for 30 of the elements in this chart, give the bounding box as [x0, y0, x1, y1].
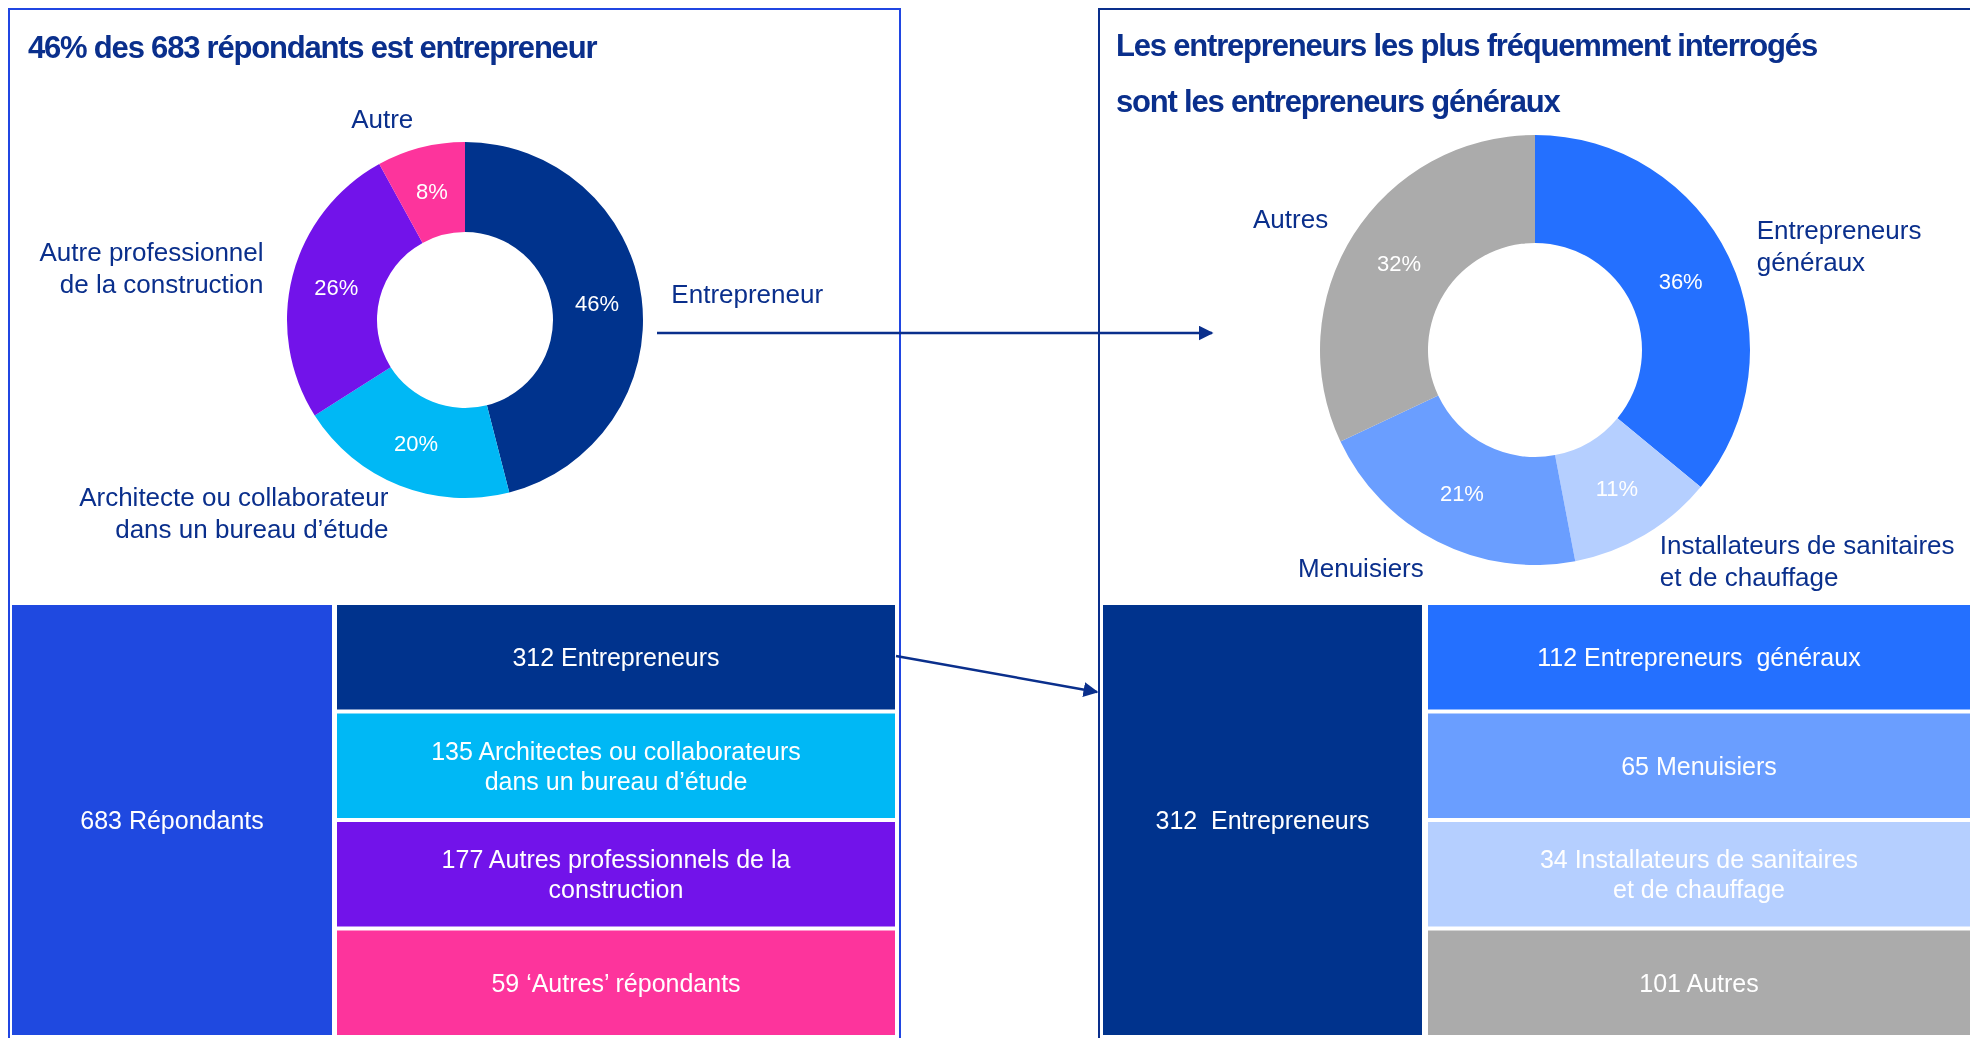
category-label: 312 Entrepreneurs [512, 643, 720, 671]
slice-label: Architecte ou collaborateur dans un bureau d’étude [79, 482, 389, 545]
data-label: 21% [1439, 481, 1484, 507]
data-label: 8% [416, 178, 448, 204]
text: 683 Répondants [80, 805, 264, 834]
category-label: 65 Menuisiers [1621, 751, 1777, 780]
data-label: 26% [314, 274, 359, 300]
category-label: 34 Installateurs de sanitaires et de chauffage [1539, 845, 1859, 903]
slice-label: Entrepreneur [671, 279, 824, 310]
chart-title: Les entrepreneurs les plus fréquemment interrogés sont les entrepreneurs généraux [1116, 28, 1817, 119]
category-label: 177 Autres professionnels de la construction [441, 845, 791, 903]
slice-label: Autre professionnel de la construction [39, 237, 264, 300]
data-label: 36% [1658, 269, 1703, 295]
chart-title: 46% des 683 répondants est entrepreneur [28, 30, 598, 65]
category-label: 59 ‘Autres’ répondants [491, 968, 741, 997]
category-label: 101 Autres [1639, 968, 1759, 997]
slice-label: Autres [1252, 203, 1329, 234]
data-label: 46% [574, 291, 619, 317]
data-label: 11% [1595, 476, 1639, 502]
data-label: 32% [1377, 251, 1422, 277]
category-label: 112 Entrepreneurs généraux [1537, 643, 1862, 671]
text: 312 Entrepreneurs [1155, 805, 1370, 834]
donut-slice [379, 142, 465, 243]
slice-label: Autre [351, 103, 414, 134]
slice-label: Installateurs de sanitaires et de chauffage [1659, 529, 1955, 592]
slice-label: Menuisiers [1298, 553, 1424, 584]
donut-slice [465, 142, 643, 493]
slice-label: Entrepreneurs généraux [1756, 214, 1922, 277]
category-label: 135 Architectes ou collaborateurs dans un bureau d’étude [431, 736, 801, 795]
data-label: 20% [394, 431, 439, 457]
